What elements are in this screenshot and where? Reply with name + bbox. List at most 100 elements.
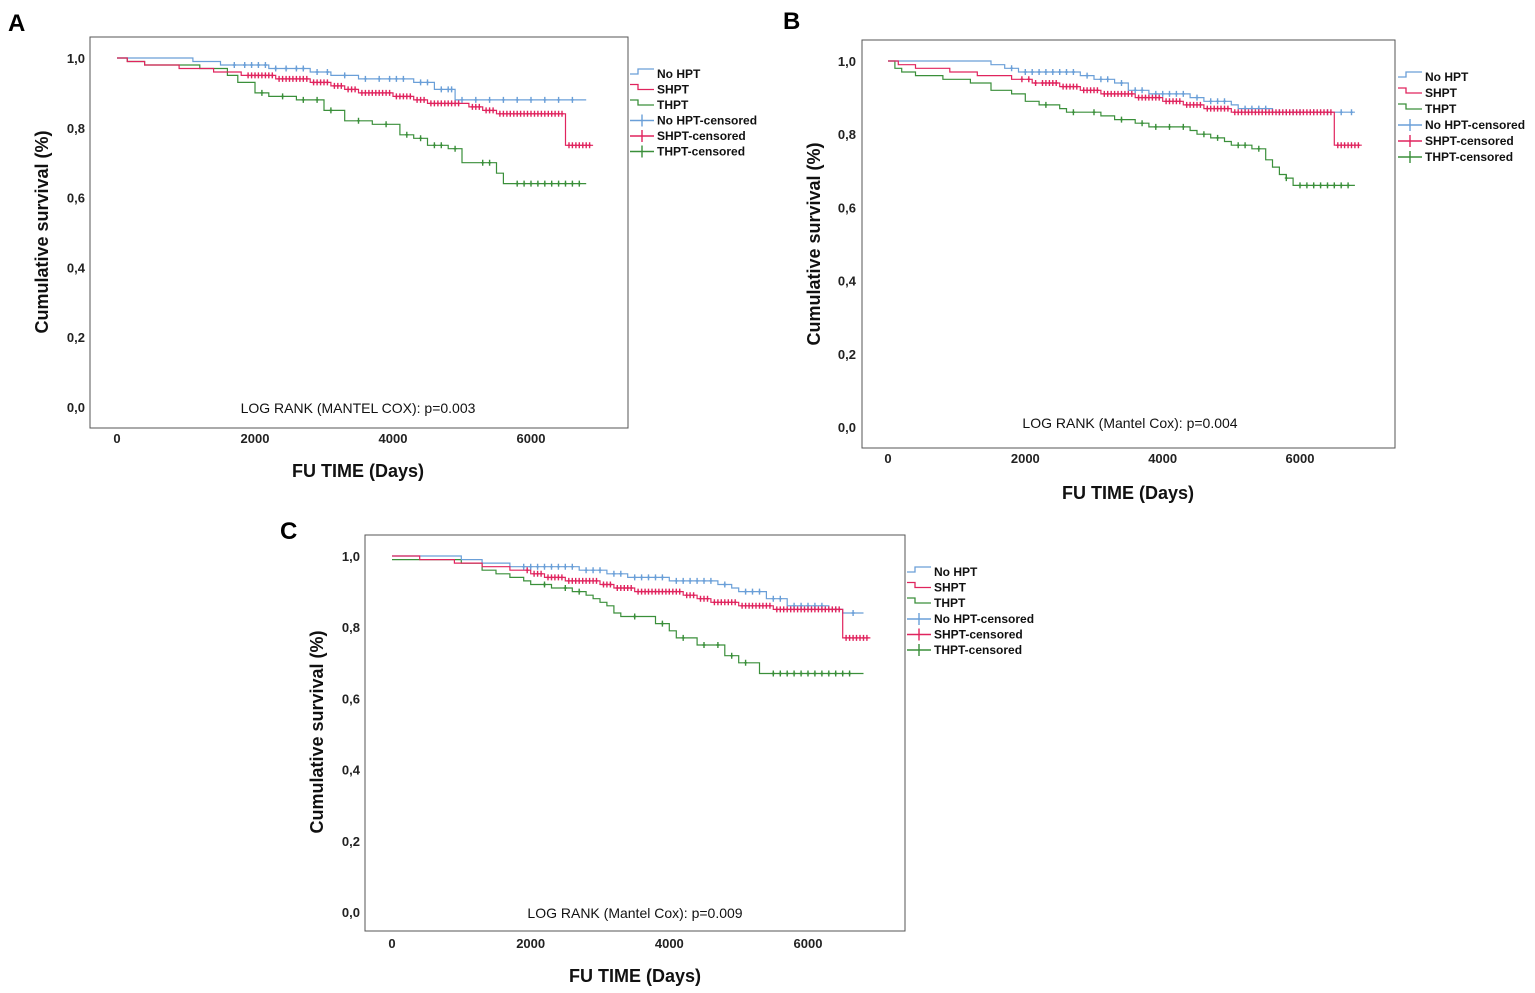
- censor-mark: [1171, 98, 1175, 105]
- censor-mark: [671, 588, 675, 595]
- censor-mark: [1071, 109, 1075, 116]
- censor-mark: [570, 96, 574, 103]
- censor-mark: [436, 100, 440, 107]
- censor-mark: [1216, 98, 1220, 105]
- censor-mark: [315, 79, 319, 86]
- survival-curves: [117, 57, 594, 187]
- censor-mark: [274, 65, 278, 72]
- y-tick-label: 0,6: [342, 691, 360, 706]
- censor-mark: [1044, 69, 1048, 75]
- censor-mark: [577, 180, 581, 187]
- censor-mark: [381, 89, 385, 96]
- censor-mark: [457, 100, 461, 107]
- censor-mark: [1226, 105, 1230, 112]
- censor-mark: [498, 110, 502, 117]
- censor-mark: [298, 75, 302, 82]
- censor-mark: [260, 89, 264, 96]
- censor-mark: [647, 574, 650, 581]
- censor-mark: [401, 93, 405, 100]
- censor-mark: [1140, 120, 1144, 127]
- censor-mark: [350, 86, 354, 93]
- legend-item-shpt-censored: SHPT-censored: [1398, 134, 1514, 148]
- censor-mark: [1198, 101, 1202, 108]
- censor-mark: [799, 606, 803, 613]
- censor-mark: [588, 142, 592, 149]
- censor-mark: [446, 86, 450, 93]
- censor-mark: [1047, 80, 1051, 86]
- censor-mark: [1312, 182, 1316, 189]
- panel-c: C 0,0 0,2 0,4 0,6 0,8 1,0 0 2000 4000 60…: [280, 518, 1034, 986]
- censor-mark: [716, 599, 720, 606]
- panel-letter: C: [280, 518, 297, 545]
- censor-mark: [1061, 83, 1065, 90]
- censor-mark: [764, 602, 768, 609]
- y-tick-label: 0,2: [67, 330, 85, 345]
- censor-mark: [1319, 182, 1323, 189]
- censor-mark: [1126, 90, 1130, 97]
- censor-mark: [827, 670, 831, 677]
- legend-label: THPT: [1425, 102, 1457, 116]
- censor-mark: [744, 659, 748, 666]
- censor-mark: [1322, 109, 1326, 116]
- censor-mark: [325, 69, 329, 75]
- censor-mark: [667, 588, 671, 595]
- censor-mark: [834, 606, 838, 613]
- censor-mark: [640, 588, 644, 595]
- x-tick-labels: 0 2000 4000 6000: [884, 451, 1314, 466]
- legend-item-thpt-censored: THPT-censored: [1398, 150, 1513, 164]
- censor-mark: [553, 574, 557, 581]
- legend-label: THPT: [934, 596, 966, 610]
- censor-mark: [622, 585, 626, 591]
- censor-mark: [660, 620, 664, 627]
- censor-mark: [823, 606, 827, 613]
- censor-mark: [536, 570, 540, 577]
- legend-label: No HPT: [934, 565, 978, 579]
- censor-mark: [505, 110, 509, 117]
- km-curve-no-hpt: [392, 555, 864, 614]
- censor-mark: [294, 75, 298, 82]
- censor-mark: [529, 180, 533, 187]
- censor-mark: [557, 96, 561, 103]
- censor-mark: [294, 65, 298, 72]
- censor-mark: [426, 79, 429, 86]
- censor-mark: [1339, 142, 1343, 149]
- censor-mark: [515, 96, 519, 103]
- censor-mark: [529, 110, 533, 117]
- censor-mark: [450, 100, 454, 107]
- censor-mark: [813, 670, 817, 677]
- censor-mark: [557, 110, 561, 117]
- censor-mark: [619, 570, 623, 577]
- x-tick-label: 4000: [1148, 451, 1177, 466]
- legend-item-shpt-censored: SHPT-censored: [630, 129, 746, 143]
- censor-mark: [522, 563, 526, 570]
- censor-mark: [834, 670, 838, 677]
- censor-mark: [550, 110, 554, 117]
- legend-item-no-hpt: No HPT: [630, 67, 701, 81]
- censor-mark: [556, 563, 560, 570]
- censor-mark: [256, 62, 260, 68]
- censor-mark: [243, 62, 247, 68]
- censor-mark: [526, 110, 529, 117]
- censor-mark: [636, 588, 640, 595]
- censor-mark: [1168, 90, 1171, 97]
- censor-mark: [660, 574, 664, 581]
- censor-mark: [1319, 109, 1323, 116]
- censor-mark: [598, 567, 602, 574]
- censor-mark: [1120, 80, 1123, 86]
- y-tick-labels: 0,0 0,2 0,4 0,6 0,8 1,0: [838, 54, 857, 435]
- censor-mark: [785, 606, 789, 613]
- censor-mark: [394, 75, 398, 82]
- censor-mark: [1346, 142, 1350, 149]
- censor-mark: [723, 581, 727, 588]
- censor-mark: [702, 595, 706, 602]
- censor-mark: [848, 670, 852, 677]
- censor-mark: [619, 585, 623, 591]
- censor-mark: [1174, 90, 1178, 97]
- km-curve-shpt: [888, 60, 1362, 146]
- censor-mark: [1154, 123, 1158, 130]
- panel-letter: A: [8, 10, 25, 37]
- y-tick-label: 1,0: [67, 51, 85, 66]
- censor-mark: [536, 110, 540, 117]
- censor-mark: [377, 75, 381, 82]
- censor-mark: [1082, 87, 1086, 94]
